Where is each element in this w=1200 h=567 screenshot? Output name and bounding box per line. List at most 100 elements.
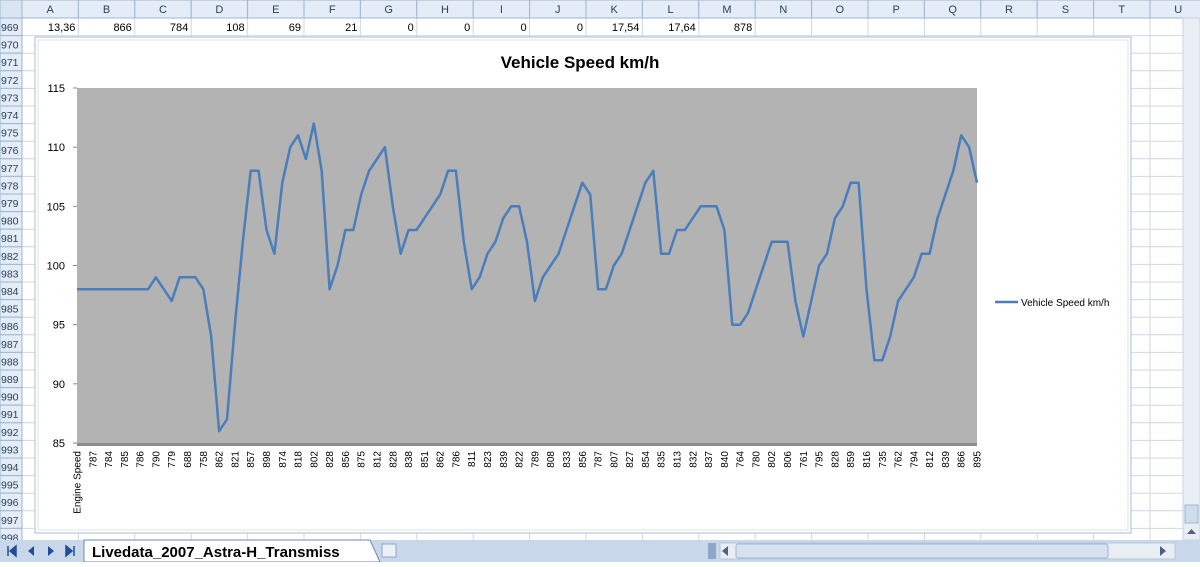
row-number: 983 [1,268,19,280]
x-tick-label: 812 [925,451,936,468]
row-headers: 969 970 971 972 973 974 975 976 977 978 979 980 981 9… [0,17,23,547]
nav-prev[interactable] [28,546,34,556]
legend-label: Vehicle Speed km/h [1021,298,1109,309]
column-letter: Q [948,4,957,16]
column-letter: E [272,4,279,16]
row-number: 994 [1,462,19,474]
x-tick-label: 874 [278,451,289,468]
x-axis [77,443,977,446]
sheet-tab-label[interactable]: Livedata_2007_Astra-H_Transmiss [92,544,340,561]
x-tick-label: 822 [515,451,526,468]
row-number: 991 [1,409,19,421]
x-tick-label: 790 [151,451,162,468]
x-tick-label: 835 [657,451,668,468]
x-tick-label: 795 [815,451,826,468]
x-tick-label: 779 [167,451,178,468]
x-tick-label: 818 [294,451,305,468]
x-tick-label: 786 [136,451,147,468]
row-cells: 13,36 866 784 108 69 21 0 0 0 0 17,54 17,64 878 [48,22,752,34]
cell-value: 21 [345,22,357,34]
nav-last[interactable] [65,544,75,558]
x-tick-label: 821 [230,451,241,468]
row-number: 984 [1,286,19,298]
column-letter: B [103,4,110,16]
row-number: 989 [1,374,19,386]
x-tick-label: 762 [894,451,905,468]
row-number: 997 [1,515,19,527]
y-tick-label: 105 [47,201,65,213]
row-number: 973 [1,92,19,104]
nav-next[interactable] [48,546,54,556]
x-tick-label: 808 [546,451,557,468]
row-number: 978 [1,180,19,192]
y-tick-label: 115 [47,83,65,95]
row-number: 996 [1,497,19,509]
x-tick-label: 764 [736,451,747,468]
x-tick-label: 828 [325,451,336,468]
x-tick-label: 761 [799,451,810,468]
y-tick-label: 90 [53,379,65,391]
nav-first[interactable] [7,544,17,558]
insert-sheet-button[interactable] [381,543,397,558]
x-tick-label: 688 [183,451,194,468]
x-tick-label: 875 [357,451,368,468]
row-number: 975 [1,128,19,140]
column-header [1149,0,1200,19]
h-scroll-thumb[interactable] [735,543,1109,559]
x-tick-label: 857 [246,451,257,468]
x-tick-label: 811 [467,451,478,467]
y-tick-label: 110 [47,142,65,154]
x-tick-label: 856 [578,451,589,468]
x-tick-label: Engine Speed [73,451,84,514]
x-tick-label: 839 [499,451,510,468]
column-letter: J [555,4,561,16]
row-number: 985 [1,304,19,316]
x-tick-label: 802 [309,451,320,468]
chart-title: Vehicle Speed km/h [501,53,660,72]
row-number: 982 [1,251,19,263]
chart: 85 90 95 100 105 110 115 Engine Speed 787 784 785 7… [47,83,1110,514]
h-scroll-right[interactable] [1160,546,1166,556]
row-number: 969 [1,22,19,34]
x-tick-label: 838 [404,451,415,468]
column-letter: G [384,4,393,16]
vertical-scrollbar[interactable] [1182,17,1200,541]
plot-area [77,88,977,443]
x-tick-label: 813 [673,451,684,468]
x-tick-label: 786 [451,451,462,468]
x-tick-label: 758 [199,451,210,468]
row-number: 987 [1,339,19,351]
row-number: 977 [1,163,19,175]
column-letter: U [1174,4,1182,16]
cell-value: 0 [464,22,470,34]
x-tick-label: 780 [751,451,762,468]
scroll-up-arrow[interactable] [1187,529,1196,534]
cell-value: 0 [408,22,414,34]
column-letter: R [1005,4,1013,16]
h-scroll-left[interactable] [722,546,728,556]
row-number: 992 [1,427,19,439]
x-tick-label: 827 [625,451,636,468]
cell-value: 17,54 [612,22,640,34]
x-tick-label: 828 [830,451,841,468]
x-tick-label: 862 [215,451,226,468]
row-number: 988 [1,356,19,368]
sheet-nav-buttons[interactable] [7,544,75,558]
x-tick-label: 789 [530,451,541,468]
column-letter: T [1118,4,1125,16]
row-number: 986 [1,321,19,333]
x-tick-label: 895 [973,451,984,468]
row-number: 979 [1,198,19,210]
x-tick-label: 806 [783,451,794,468]
x-tick-label: 828 [388,451,399,468]
column-headers: A B C D E F G H I J K L M N O P Q R S T U [21,0,1200,19]
row-number: 990 [1,392,19,404]
x-tick-label: 833 [562,451,573,468]
x-tick-label: 787 [88,451,99,468]
chart-inner-border [37,39,1129,531]
x-tick-label: 856 [341,451,352,468]
tab-split-handle[interactable] [708,543,716,559]
scroll-thumb[interactable] [1184,504,1199,524]
select-all[interactable] [0,0,23,19]
